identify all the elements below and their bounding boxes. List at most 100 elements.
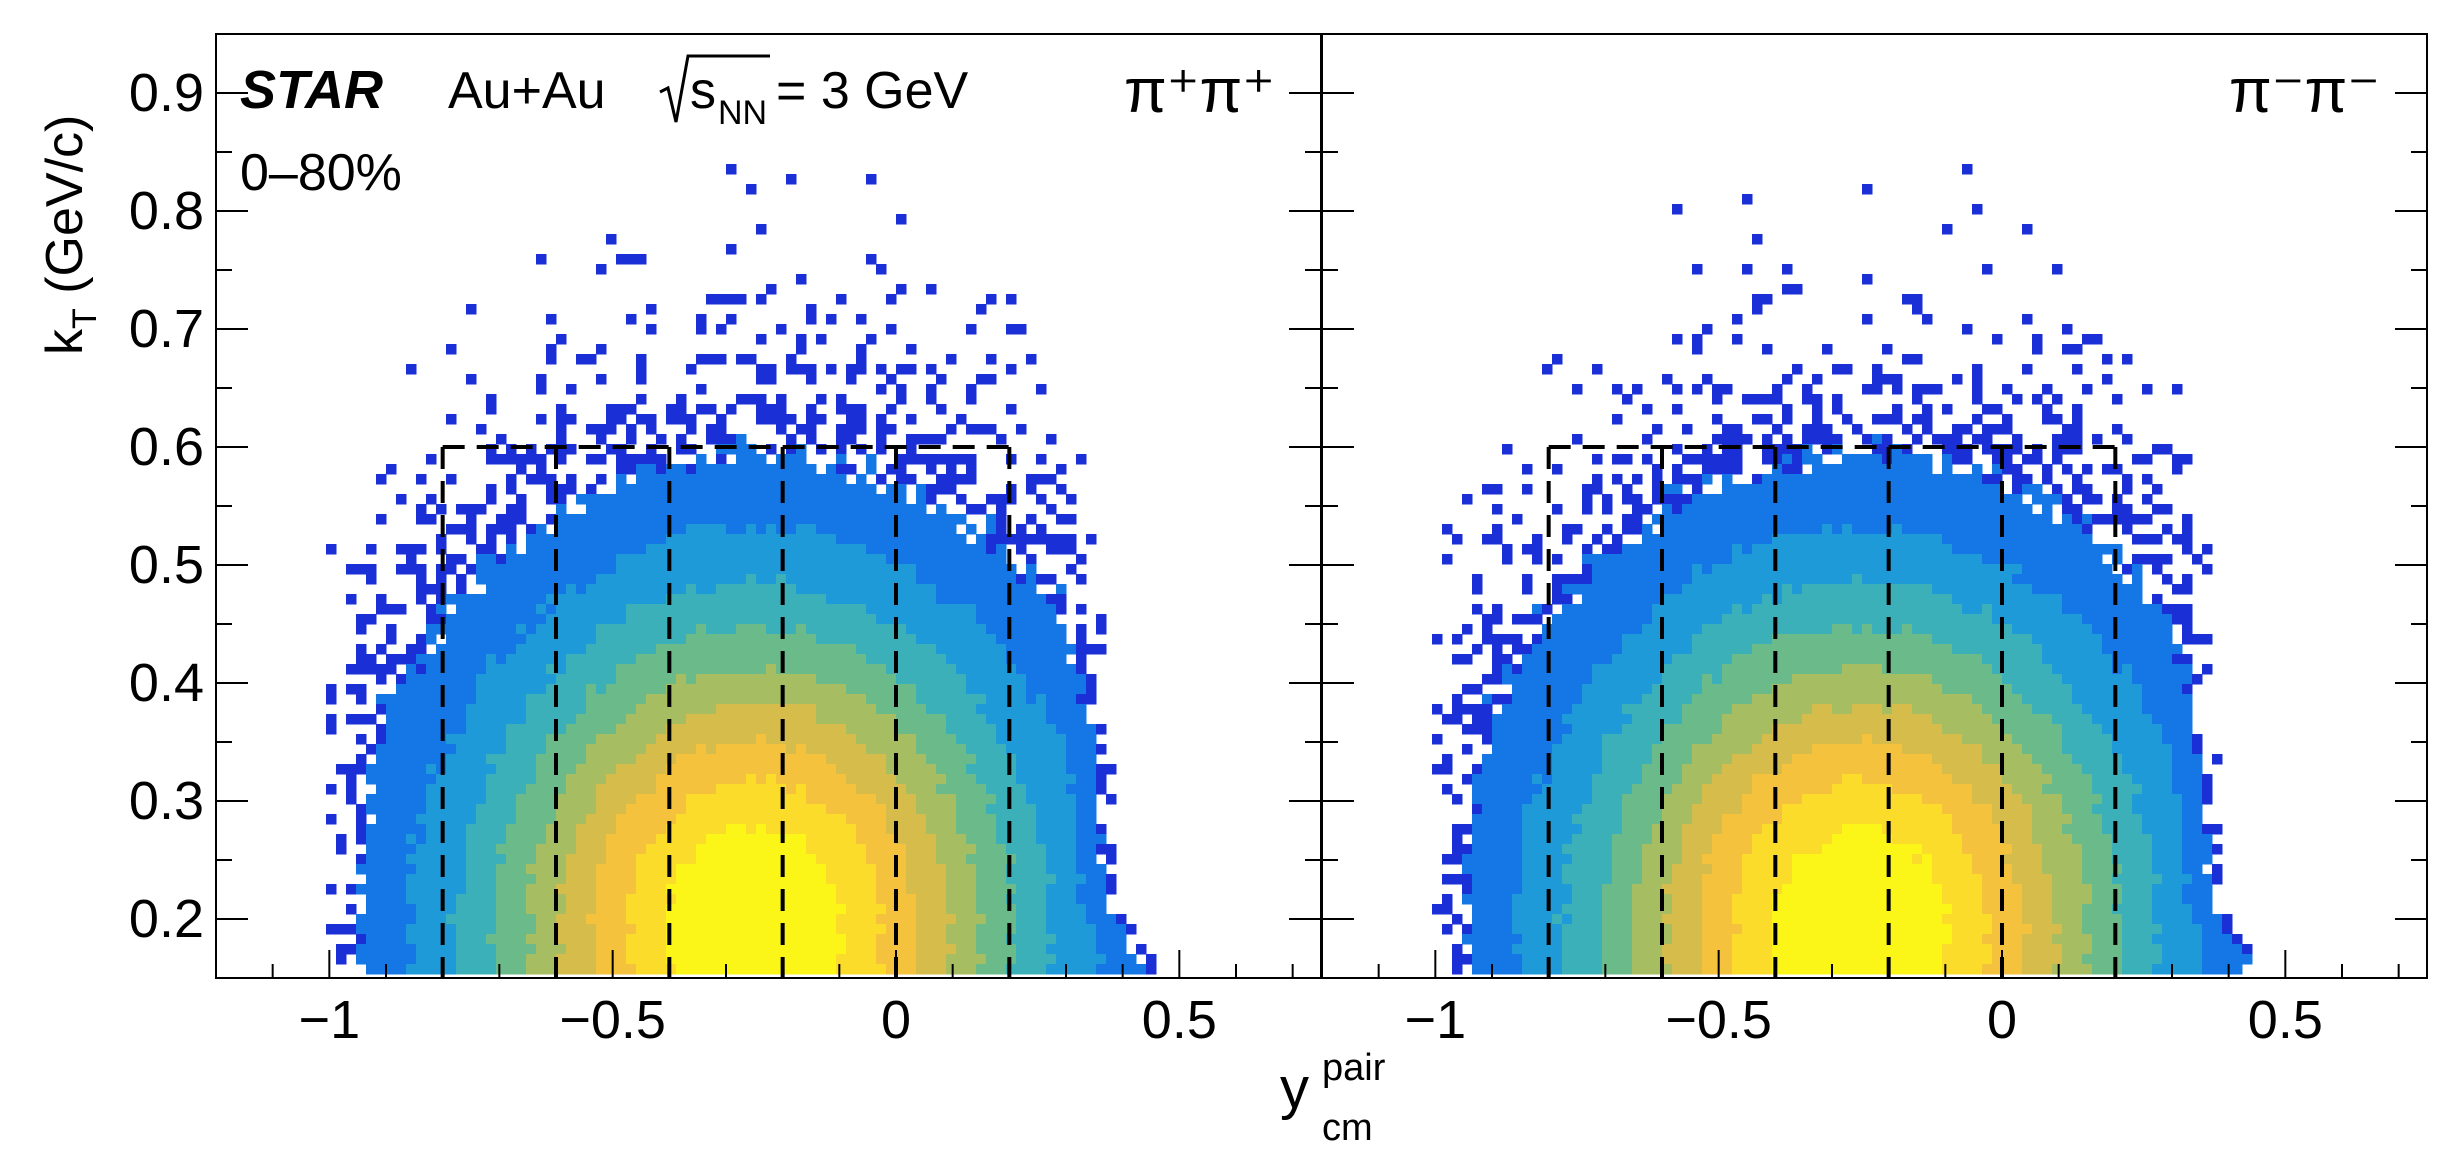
heat-cell bbox=[956, 854, 967, 865]
heat-cell bbox=[376, 934, 387, 945]
heat-cell bbox=[756, 614, 767, 625]
heat-cell bbox=[856, 344, 867, 355]
heat-cell bbox=[966, 864, 977, 875]
heat-cell bbox=[2122, 474, 2133, 485]
heat-cell bbox=[796, 824, 807, 835]
heat-cell bbox=[1712, 504, 1723, 515]
heat-cell bbox=[1852, 544, 1863, 555]
heat-cell bbox=[1046, 964, 1057, 975]
heat-cell bbox=[616, 704, 627, 715]
heat-cell bbox=[1016, 854, 1027, 865]
heat-cell bbox=[1962, 524, 1973, 535]
heat-cell bbox=[1026, 764, 1037, 775]
heat-cell bbox=[2062, 604, 2073, 615]
heat-cell bbox=[816, 734, 827, 745]
heat-cell bbox=[966, 934, 977, 945]
heat-cell bbox=[1612, 534, 1623, 545]
heat-cell bbox=[406, 844, 417, 855]
heat-cell bbox=[706, 964, 717, 975]
heat-cell bbox=[446, 634, 457, 645]
heat-cell bbox=[1076, 854, 1087, 865]
heat-cell bbox=[716, 934, 727, 945]
heat-cell bbox=[916, 544, 927, 555]
heat-cell bbox=[2072, 424, 2083, 435]
heat-cell bbox=[1872, 584, 1883, 595]
heat-cell bbox=[546, 614, 557, 625]
heat-cell bbox=[896, 934, 907, 945]
heat-cell bbox=[836, 954, 847, 965]
heat-cell bbox=[456, 554, 467, 565]
heat-cell bbox=[1036, 904, 1047, 915]
heat-cell bbox=[826, 504, 837, 515]
heat-cell bbox=[1722, 444, 1733, 455]
heat-cell bbox=[826, 724, 837, 735]
heat-cell bbox=[356, 814, 367, 825]
heat-cell bbox=[716, 824, 727, 835]
heat-cell bbox=[1842, 554, 1853, 565]
heat-cell bbox=[796, 944, 807, 955]
heat-cell bbox=[936, 524, 947, 535]
heat-cell bbox=[356, 884, 367, 895]
heat-cell bbox=[1862, 614, 1873, 625]
heat-cell bbox=[726, 504, 737, 515]
heat-cell bbox=[886, 954, 897, 965]
heat-cell bbox=[366, 884, 377, 895]
heat-cell bbox=[956, 454, 967, 465]
heat-cell bbox=[806, 484, 817, 495]
heat-cell bbox=[1812, 584, 1823, 595]
heat-cell bbox=[466, 304, 477, 315]
heat-cell bbox=[376, 884, 387, 895]
heat-cell bbox=[996, 834, 1007, 845]
heat-cell bbox=[1952, 614, 1963, 625]
heat-cell bbox=[1702, 594, 1713, 605]
heat-cell bbox=[426, 494, 437, 505]
heat-cell bbox=[526, 584, 537, 595]
heat-cell bbox=[656, 844, 667, 855]
heat-cell bbox=[366, 764, 377, 775]
heat-cell bbox=[956, 784, 967, 795]
heat-cell bbox=[786, 554, 797, 565]
heat-cell bbox=[616, 534, 627, 545]
heat-cell bbox=[606, 614, 617, 625]
heat-cell bbox=[1672, 534, 1683, 545]
heat-cell bbox=[1732, 514, 1743, 525]
heat-cell bbox=[726, 954, 737, 965]
heat-cell bbox=[1046, 544, 1057, 555]
heat-cell bbox=[1902, 524, 1913, 535]
heat-cell bbox=[506, 824, 517, 835]
heat-cell bbox=[1652, 554, 1663, 565]
heat-cell bbox=[1076, 624, 1087, 635]
heat-cell bbox=[616, 694, 627, 705]
heat-cell bbox=[476, 894, 487, 905]
heat-cell bbox=[2052, 434, 2063, 445]
heat-cell bbox=[1076, 774, 1087, 785]
heat-cell bbox=[946, 884, 957, 895]
heat-cell bbox=[786, 694, 797, 705]
heat-cell bbox=[1852, 454, 1863, 465]
heat-cell bbox=[366, 794, 377, 805]
heat-cell bbox=[706, 784, 717, 795]
heat-cell bbox=[676, 684, 687, 695]
heat-cell bbox=[596, 734, 607, 745]
heat-cell bbox=[986, 294, 997, 305]
heat-cell bbox=[1046, 694, 1057, 705]
heat-cell bbox=[806, 874, 817, 885]
heat-cell bbox=[576, 524, 587, 535]
heat-cell bbox=[806, 734, 817, 745]
heat-cell bbox=[1016, 604, 1027, 615]
heat-cell bbox=[1792, 584, 1803, 595]
heat-cell bbox=[1732, 564, 1743, 575]
heat-cell bbox=[446, 414, 457, 425]
heat-cell bbox=[766, 674, 777, 685]
heat-cell bbox=[796, 884, 807, 895]
heat-cell bbox=[986, 904, 997, 915]
heat-cell bbox=[1036, 934, 1047, 945]
heat-cell bbox=[496, 694, 507, 705]
heat-cell bbox=[896, 574, 907, 585]
heat-cell bbox=[1722, 514, 1733, 525]
heat-cell bbox=[486, 964, 497, 975]
heat-cell bbox=[436, 604, 447, 615]
heat-cell bbox=[496, 644, 507, 655]
heat-cell bbox=[1642, 614, 1653, 625]
heat-cell bbox=[1792, 554, 1803, 565]
